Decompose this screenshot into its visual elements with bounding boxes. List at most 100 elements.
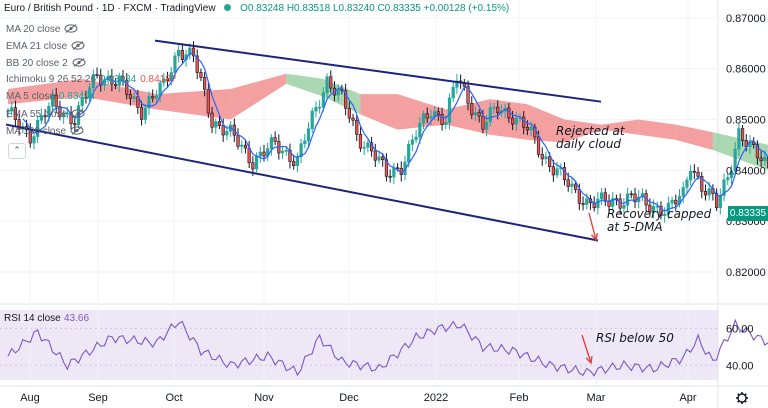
indicator-label: EMA 21 close	[6, 41, 68, 52]
indicator-row[interactable]: Ichimoku 9 26 52 26 0.83834 0.84187	[6, 74, 176, 85]
candle	[206, 82, 210, 118]
candle	[62, 109, 66, 124]
candle	[740, 124, 745, 147]
candle	[36, 115, 40, 144]
candle	[377, 151, 381, 164]
candle	[210, 106, 214, 134]
candle	[99, 68, 103, 92]
candle	[722, 173, 726, 202]
candle	[625, 187, 630, 213]
candle	[299, 138, 303, 164]
cloud-segment	[286, 73, 324, 97]
candle	[759, 151, 763, 167]
indicator-label: MA 100 close	[6, 126, 67, 137]
indicator-row[interactable]: MA 5 close 0.83494	[6, 91, 95, 102]
indicator-row[interactable]: BB 20 close 2	[6, 57, 86, 69]
candle	[559, 163, 563, 176]
candle	[392, 163, 396, 184]
collapse-legend-button[interactable]: ⌃	[8, 143, 26, 159]
candle	[659, 201, 663, 220]
candle	[440, 107, 444, 131]
indicator-value: 0.83494	[58, 91, 96, 102]
candle	[39, 108, 43, 125]
hidden-eye-icon[interactable]	[70, 126, 84, 135]
candle	[80, 90, 84, 113]
symbol-title[interactable]: Euro / British Pound · 1D · FXCM · Tradi…	[4, 3, 216, 14]
cloud-segment	[601, 119, 639, 135]
candle	[711, 184, 715, 201]
candle	[455, 73, 459, 94]
candle	[6, 107, 10, 119]
candle	[13, 100, 18, 126]
candle	[195, 49, 199, 80]
price-axis-label: 0.85000	[726, 114, 766, 126]
candle	[95, 67, 99, 79]
time-axis-label: Feb	[510, 392, 529, 404]
candle	[221, 118, 225, 142]
candle	[477, 109, 481, 123]
annotation-rejected-line-1: Rejected at	[556, 124, 625, 138]
last-price-tag: 0.83335	[728, 206, 768, 221]
candle	[321, 87, 325, 112]
candle	[366, 139, 370, 153]
candles	[6, 41, 768, 223]
hidden-eye-icon[interactable]	[72, 58, 86, 67]
cloud-segment	[397, 94, 446, 130]
price-axis-label: 0.86000	[726, 64, 766, 76]
candle	[143, 103, 147, 125]
candle	[151, 89, 155, 103]
candle	[177, 43, 181, 63]
candle	[715, 188, 719, 211]
indicator-row[interactable]: MA 100 close	[6, 125, 84, 137]
candle	[162, 72, 166, 88]
candle	[670, 196, 674, 210]
price-axis-label: 0.84000	[726, 165, 766, 177]
annotation-arrows	[581, 212, 599, 365]
cloud-segment	[8, 78, 83, 105]
candle	[280, 145, 285, 159]
candle	[84, 90, 88, 104]
indicator-label: EMA 55 close	[6, 109, 68, 120]
candle	[358, 127, 363, 152]
hidden-eye-icon[interactable]	[71, 41, 85, 50]
candle	[154, 89, 159, 105]
hidden-eye-icon[interactable]	[64, 24, 78, 33]
candle	[306, 122, 311, 149]
indicator-row[interactable]: EMA 55 close	[6, 108, 85, 120]
indicator-value-2: 0.84187	[140, 74, 177, 85]
candle	[203, 71, 207, 97]
candle	[414, 129, 418, 144]
rsi-background	[0, 310, 718, 380]
candle	[269, 134, 274, 156]
candle	[284, 146, 288, 156]
candle	[54, 87, 58, 114]
recovery-arrow	[588, 212, 599, 242]
candle	[447, 93, 452, 130]
candle	[681, 181, 685, 204]
price-axis-label: 0.82000	[726, 267, 766, 279]
settings-gear-icon[interactable]	[736, 392, 748, 404]
candle	[73, 118, 77, 132]
hidden-eye-icon[interactable]	[71, 109, 85, 118]
candle	[236, 128, 240, 150]
candle	[562, 162, 567, 186]
candle	[128, 89, 133, 106]
candle	[733, 142, 737, 175]
candle	[384, 153, 389, 182]
candle	[663, 207, 667, 223]
indicator-label: Ichimoku 9 26 52 26	[6, 74, 97, 85]
candle	[603, 188, 607, 207]
indicator-row[interactable]: MA 20 close	[6, 23, 78, 35]
cloud-segment	[323, 78, 361, 115]
candle	[599, 187, 604, 206]
candle	[718, 188, 722, 215]
candle	[410, 134, 414, 152]
candle	[273, 131, 277, 145]
annotation-rejected: Rejected at daily cloud	[556, 125, 625, 151]
indicator-row[interactable]: EMA 21 close	[6, 40, 85, 52]
candle	[421, 110, 426, 130]
candle	[113, 78, 118, 90]
time-axis-label: Aug	[20, 392, 40, 404]
candle	[314, 101, 318, 118]
candle	[50, 89, 55, 113]
